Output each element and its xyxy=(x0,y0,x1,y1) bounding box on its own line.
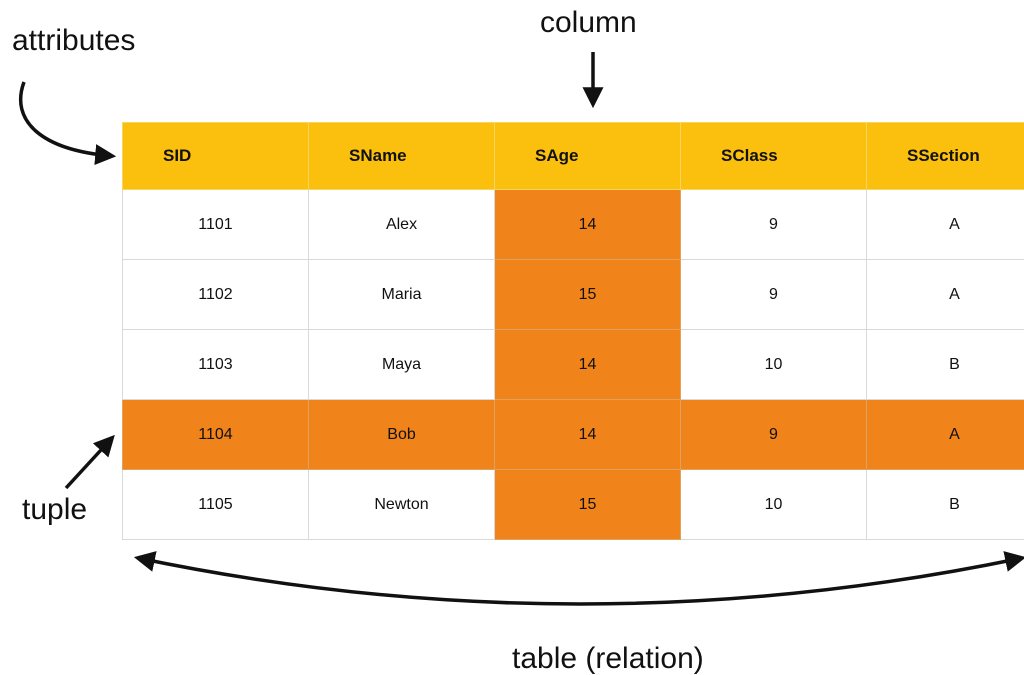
attributes-arrow xyxy=(21,82,112,156)
table-span-arrow xyxy=(138,558,1022,604)
tuple-arrow xyxy=(66,438,112,488)
